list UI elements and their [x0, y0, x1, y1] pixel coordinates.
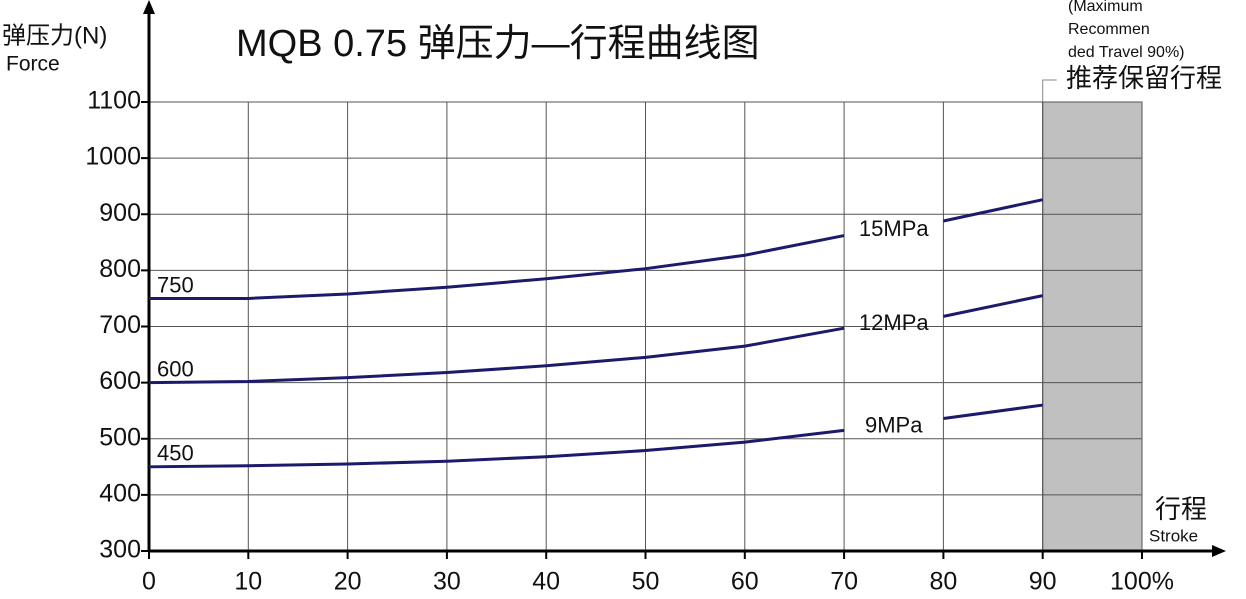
x-tick-label: 0 [142, 568, 156, 594]
y-axis-label: 弹压力(N) [2, 22, 107, 49]
y-tick-label: 900 [99, 199, 141, 227]
chart-title: MQB 0.75 弹压力—行程曲线图 [236, 23, 760, 65]
y-axis-label: Force [6, 53, 60, 76]
y-axis-arrow [143, 0, 155, 14]
x-axis-label: 行程 [1155, 494, 1207, 524]
x-tick-label: 70 [830, 568, 858, 594]
start-value-label: 600 [157, 356, 194, 381]
y-tick-label: 300 [99, 536, 141, 564]
series-line [148, 403, 1043, 469]
y-tick-label: 1100 [87, 87, 141, 115]
region-note: ded Travel 90%) [1068, 44, 1185, 61]
series-label: 15MPa [859, 216, 929, 241]
bracket [1042, 79, 1057, 102]
x-tick-label: 40 [532, 568, 560, 594]
x-tick-label: 100% [1110, 568, 1174, 594]
x-tick-label: 90 [1029, 568, 1057, 594]
x-tick-label: 30 [433, 568, 461, 594]
x-axis-arrow [1212, 545, 1226, 557]
y-tick-label: 600 [99, 367, 141, 395]
series-label: 9MPa [865, 412, 923, 437]
region-label: 推荐保留行程 [1066, 63, 1222, 93]
x-tick-label: 20 [334, 568, 362, 594]
start-value-label: 750 [157, 272, 194, 297]
y-tick-label: 700 [99, 311, 141, 339]
x-tick-label: 80 [929, 568, 957, 594]
region-note: Recommen [1068, 21, 1150, 38]
y-tick-label: 400 [99, 479, 141, 507]
series-line [148, 294, 1044, 385]
y-tick-label: 1000 [85, 143, 141, 171]
x-tick-label: 60 [731, 568, 759, 594]
series-label: 12MPa [859, 310, 929, 335]
series-line [149, 198, 1044, 300]
region-note: (Maximum [1068, 0, 1143, 15]
x-tick-label: 50 [632, 568, 660, 594]
x-axis-label: Stroke [1149, 526, 1198, 545]
y-tick-label: 800 [99, 255, 141, 283]
x-tick-label: 10 [234, 568, 262, 594]
y-tick-label: 500 [99, 423, 141, 451]
start-value-label: 450 [157, 441, 194, 466]
